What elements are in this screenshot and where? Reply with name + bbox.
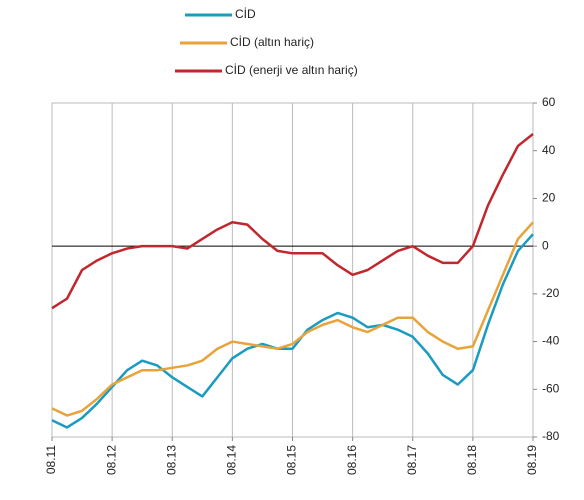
series-line — [51, 133, 534, 310]
y-tick-label: -20 — [542, 286, 560, 300]
y-tick-label: 20 — [542, 191, 556, 205]
x-tick-label: 08.13 — [164, 445, 178, 475]
x-tick-label: 08.12 — [104, 445, 118, 475]
x-tick-label: 08.16 — [345, 445, 359, 475]
y-tick-label: 0 — [542, 238, 549, 252]
series-line — [51, 221, 534, 417]
legend-label: CİD (enerji ve altın hariç) — [225, 63, 358, 77]
y-tick-label: 60 — [542, 95, 556, 109]
x-tick-label: 08.18 — [465, 445, 479, 475]
y-tick-label: -80 — [542, 429, 560, 443]
series-line — [51, 233, 534, 429]
y-tick-label: -60 — [542, 381, 560, 395]
x-tick-label: 08.17 — [405, 445, 419, 475]
legend-label: CİD — [235, 7, 256, 21]
legend-label: CİD (altın hariç) — [230, 35, 314, 49]
y-tick-label: 40 — [542, 143, 556, 157]
x-tick-label: 08.15 — [285, 445, 299, 475]
y-tick-label: -40 — [542, 334, 560, 348]
x-tick-label: 08.11 — [44, 445, 58, 474]
x-tick-label: 08.19 — [525, 445, 539, 475]
x-tick-label: 08.14 — [225, 445, 239, 475]
